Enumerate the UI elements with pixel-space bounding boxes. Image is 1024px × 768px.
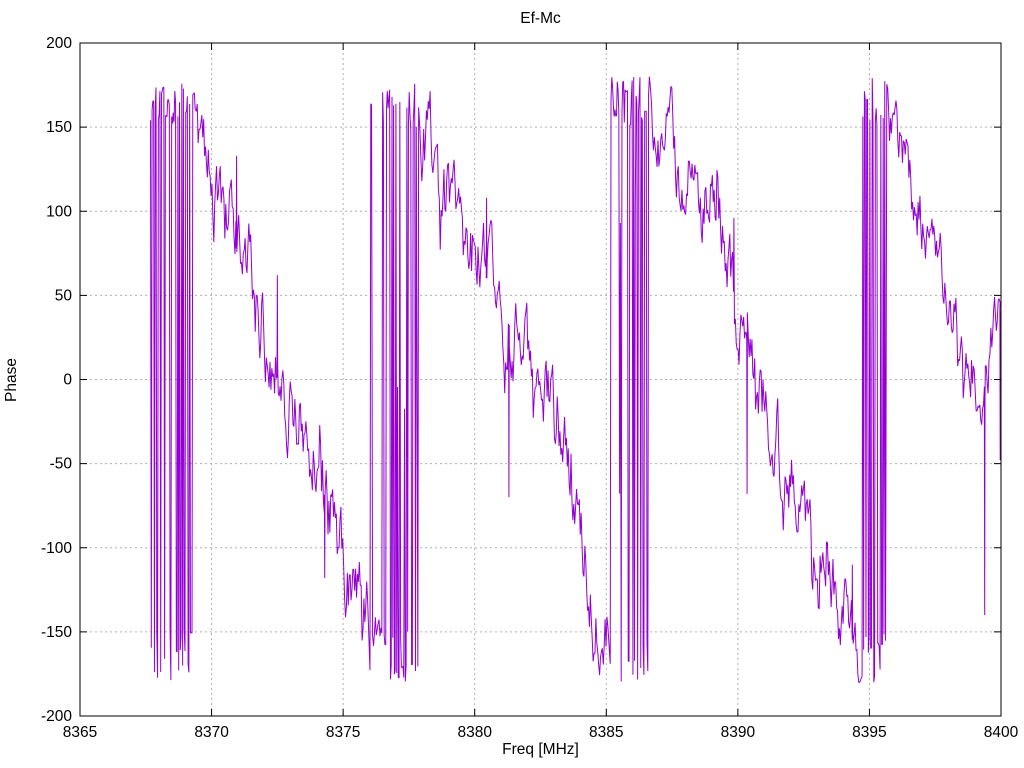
grid <box>80 43 1001 716</box>
x-tick-label-8395: 8395 <box>852 724 886 741</box>
x-tick-label-8400: 8400 <box>984 724 1019 741</box>
y-tick-label-150: 150 <box>46 119 72 136</box>
y-tick-label--150: -150 <box>41 624 72 641</box>
plot-border <box>79 42 1002 717</box>
y-tick-label-200: 200 <box>46 35 72 52</box>
x-tick-label-8365: 8365 <box>63 724 97 741</box>
tick-labels: 8365 8370 8375 8380 8385 8390 8395 8400 -200 -150… <box>41 35 1019 741</box>
phase-trace <box>150 76 1002 683</box>
x-tick-label-8370: 8370 <box>194 724 229 741</box>
y-axis-label: Phase <box>3 358 20 402</box>
x-axis-label: Freq [MHz] <box>502 741 579 758</box>
y-tick-label--50: -50 <box>50 456 73 473</box>
y-tick-label--100: -100 <box>41 540 72 557</box>
y-tick-label-50: 50 <box>55 287 73 304</box>
x-tick-label-8380: 8380 <box>457 724 492 741</box>
x-tick-label-8385: 8385 <box>589 724 623 741</box>
chart-title: Ef-Mc <box>520 10 561 27</box>
phase-trace-path <box>150 76 1002 683</box>
plot-frame <box>79 42 1002 717</box>
y-tick-label-100: 100 <box>46 203 72 220</box>
y-tick-label--200: -200 <box>41 708 72 725</box>
x-tick-label-8375: 8375 <box>326 724 360 741</box>
y-tick-label-0: 0 <box>63 372 72 389</box>
x-tick-label-8390: 8390 <box>721 724 756 741</box>
